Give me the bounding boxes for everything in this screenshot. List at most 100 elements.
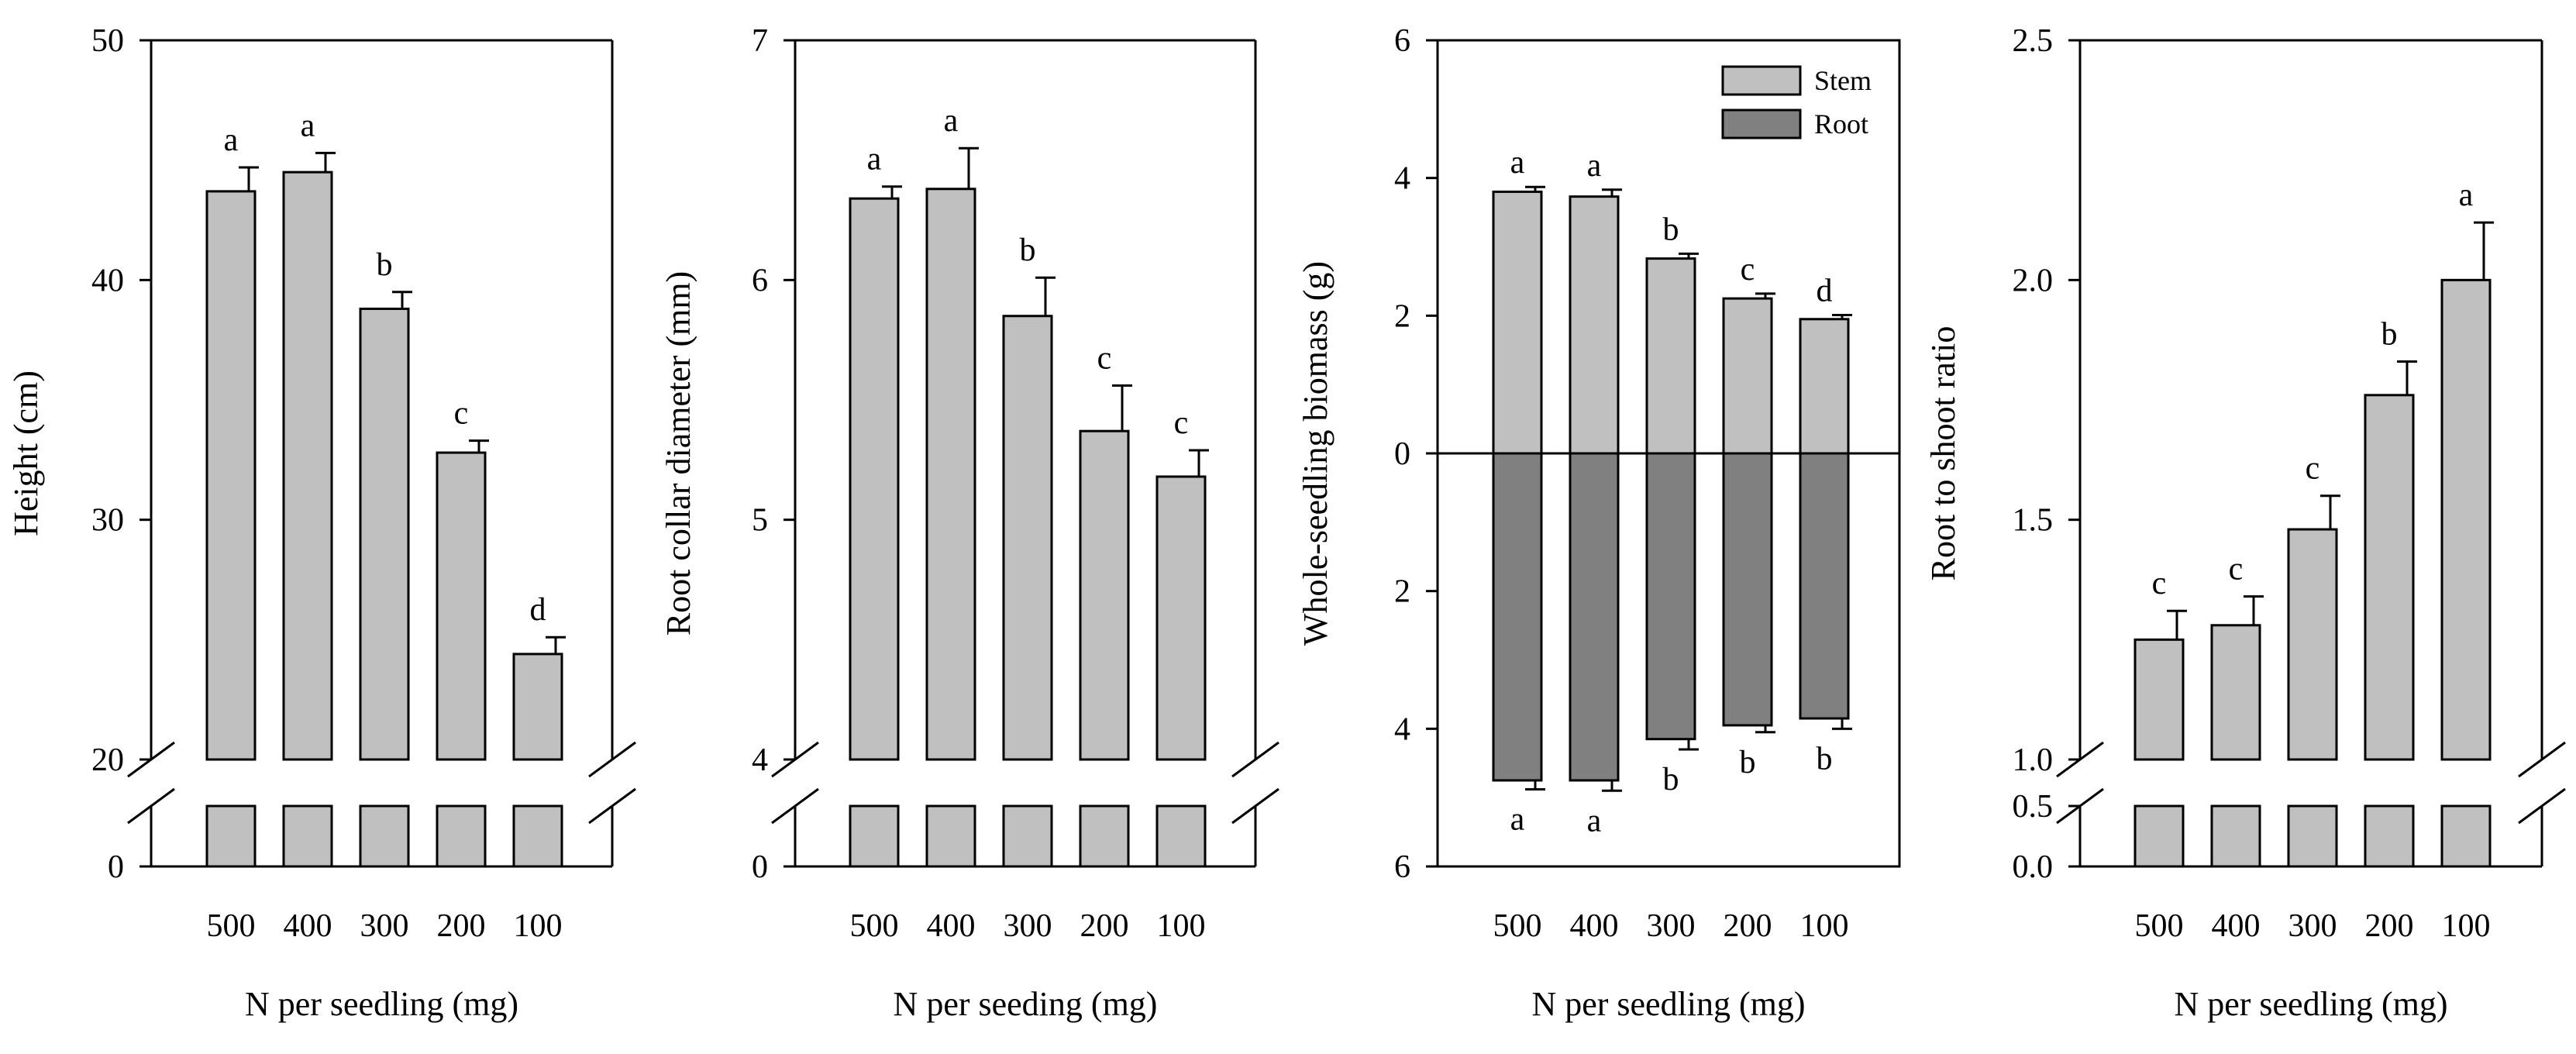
y-axis-title: Root to shoot ratio bbox=[1924, 326, 1962, 581]
y-tick-label: 2.0 bbox=[2013, 263, 2054, 298]
y-tick-label: 5 bbox=[752, 503, 768, 539]
significance-letter: b bbox=[1740, 745, 1756, 780]
legend-swatch-root bbox=[1721, 108, 1802, 140]
y-tick-label: 0.0 bbox=[2013, 849, 2054, 885]
significance-letter: b bbox=[1817, 741, 1833, 777]
y-tick-label: 0 bbox=[752, 849, 768, 885]
significance-letter: a bbox=[1510, 802, 1525, 838]
bar-upper bbox=[1002, 315, 1053, 761]
y-tick-label: 30 bbox=[91, 503, 124, 539]
bar-upper bbox=[925, 188, 976, 761]
significance-letter: c bbox=[2152, 566, 2167, 601]
x-axis-title: N per seedling (mg) bbox=[2174, 985, 2447, 1023]
legend-swatch-stem bbox=[1721, 65, 1802, 96]
x-tick-label: 400 bbox=[927, 908, 976, 944]
axis-break-mark-right-upper bbox=[588, 741, 636, 778]
axis-break-mark-right-lower bbox=[2518, 787, 2566, 825]
significance-letter: b bbox=[1663, 212, 1679, 247]
bar-upper bbox=[359, 307, 410, 761]
stem-bar bbox=[1569, 195, 1620, 455]
bar-upper bbox=[2364, 394, 2415, 761]
y-tick-label: 0 bbox=[1394, 436, 1410, 472]
significance-letter: c bbox=[1174, 405, 1189, 441]
root-bar bbox=[1645, 452, 1696, 741]
y-tick-label: 2 bbox=[1394, 574, 1410, 610]
x-tick-label: 400 bbox=[284, 908, 332, 944]
significance-letter: a bbox=[944, 103, 959, 139]
y-tick-label: 6 bbox=[1394, 849, 1410, 885]
bar-lower bbox=[436, 804, 487, 868]
bar-upper bbox=[1155, 475, 1207, 761]
significance-letter: c bbox=[2229, 552, 2244, 587]
root-to-shoot-ratio-panel: 1.0 1.5 2.0 2.5 0.0 0.5 c 500 c 400 c 300 b 200 a 100 N … bbox=[1924, 23, 2566, 1023]
y-tick-label: 6 bbox=[1394, 23, 1410, 59]
bar-lower bbox=[1002, 804, 1053, 868]
y-tick-label: 4 bbox=[752, 742, 768, 778]
y-tick-label: 4 bbox=[1394, 161, 1410, 197]
bar-lower bbox=[282, 804, 333, 868]
bar-lower bbox=[359, 804, 410, 868]
y-tick-label: 40 bbox=[91, 263, 124, 298]
significance-letter: b bbox=[377, 247, 393, 283]
significance-letter: a bbox=[301, 108, 315, 143]
y-tick-label: 1.5 bbox=[2013, 503, 2054, 539]
y-tick-label: 7 bbox=[752, 23, 768, 59]
significance-letter: d bbox=[530, 592, 546, 628]
root-bar bbox=[1492, 452, 1543, 782]
significance-letter: c bbox=[1741, 252, 1755, 288]
x-tick-label: 200 bbox=[437, 908, 486, 944]
x-tick-label: 400 bbox=[1570, 908, 1619, 944]
bar-upper bbox=[2210, 624, 2261, 761]
significance-letter: a bbox=[1587, 148, 1602, 184]
root-collar-diameter-panel: 4 5 6 7 0 a 500 a 400 b 300 c 200 c 100 N per seeding (… bbox=[659, 23, 1279, 1023]
bar-upper bbox=[282, 170, 333, 761]
x-tick-label: 500 bbox=[207, 908, 256, 944]
significance-letter: b bbox=[1663, 762, 1679, 797]
y-tick-label: 20 bbox=[91, 742, 124, 778]
y-tick-label: 0 bbox=[108, 849, 124, 885]
x-tick-label: 100 bbox=[514, 908, 563, 944]
significance-letter: a bbox=[1510, 145, 1525, 181]
significance-letter: b bbox=[1020, 232, 1036, 268]
bar-lower bbox=[2133, 804, 2185, 868]
y-tick-label: 4 bbox=[1394, 711, 1410, 747]
significance-letter: a bbox=[224, 122, 239, 158]
x-tick-label: 200 bbox=[2365, 908, 2414, 944]
axis-break-mark-right-lower bbox=[588, 787, 636, 825]
x-tick-label: 500 bbox=[1493, 908, 1542, 944]
significance-letter: b bbox=[2381, 317, 2398, 353]
x-tick-label: 100 bbox=[1157, 908, 1206, 944]
bar-lower bbox=[925, 804, 976, 868]
axis-break-mark-left-lower bbox=[771, 787, 819, 825]
root-bar bbox=[1799, 452, 1850, 720]
significance-letter: d bbox=[1817, 273, 1833, 308]
significance-letter: a bbox=[2459, 177, 2474, 213]
bar-upper bbox=[512, 653, 563, 761]
bar-lower bbox=[1079, 804, 1130, 868]
bar-lower bbox=[2210, 804, 2261, 868]
significance-letter: a bbox=[1587, 803, 1602, 839]
stem-bar bbox=[1645, 257, 1696, 455]
bar-lower bbox=[512, 804, 563, 868]
x-axis-title: N per seedling (mg) bbox=[245, 985, 518, 1023]
bar-upper bbox=[2287, 528, 2338, 761]
y-tick-label: 2.5 bbox=[2013, 23, 2054, 59]
x-axis-title: N per seeding (mg) bbox=[894, 985, 1158, 1023]
bar-upper bbox=[1079, 429, 1130, 761]
x-tick-label: 100 bbox=[1800, 908, 1849, 944]
x-tick-label: 300 bbox=[1647, 908, 1696, 944]
x-tick-label: 300 bbox=[1004, 908, 1052, 944]
bar-lower bbox=[2440, 804, 2492, 868]
axis-break-mark-right-upper bbox=[1231, 741, 1279, 778]
legend-label-stem: Stem bbox=[1814, 65, 1872, 96]
bar-upper bbox=[436, 451, 487, 761]
stem-bar bbox=[1722, 297, 1773, 455]
significance-letter: c bbox=[2306, 451, 2320, 487]
x-tick-label: 200 bbox=[1724, 908, 1772, 944]
x-tick-label: 500 bbox=[2135, 908, 2184, 944]
root-bar bbox=[1569, 452, 1620, 782]
axis-break-mark-left-lower bbox=[127, 787, 175, 825]
bar-lower bbox=[2287, 804, 2338, 868]
legend-label-root: Root bbox=[1814, 108, 1868, 140]
